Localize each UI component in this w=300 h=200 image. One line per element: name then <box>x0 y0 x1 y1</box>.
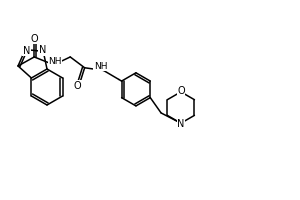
Text: N: N <box>39 45 46 55</box>
Text: O: O <box>30 34 38 44</box>
Text: N: N <box>23 46 30 56</box>
Text: O: O <box>74 81 81 91</box>
Text: NH: NH <box>49 57 62 66</box>
Text: NH: NH <box>94 62 107 71</box>
Text: N: N <box>177 119 184 129</box>
Text: O: O <box>177 86 185 96</box>
